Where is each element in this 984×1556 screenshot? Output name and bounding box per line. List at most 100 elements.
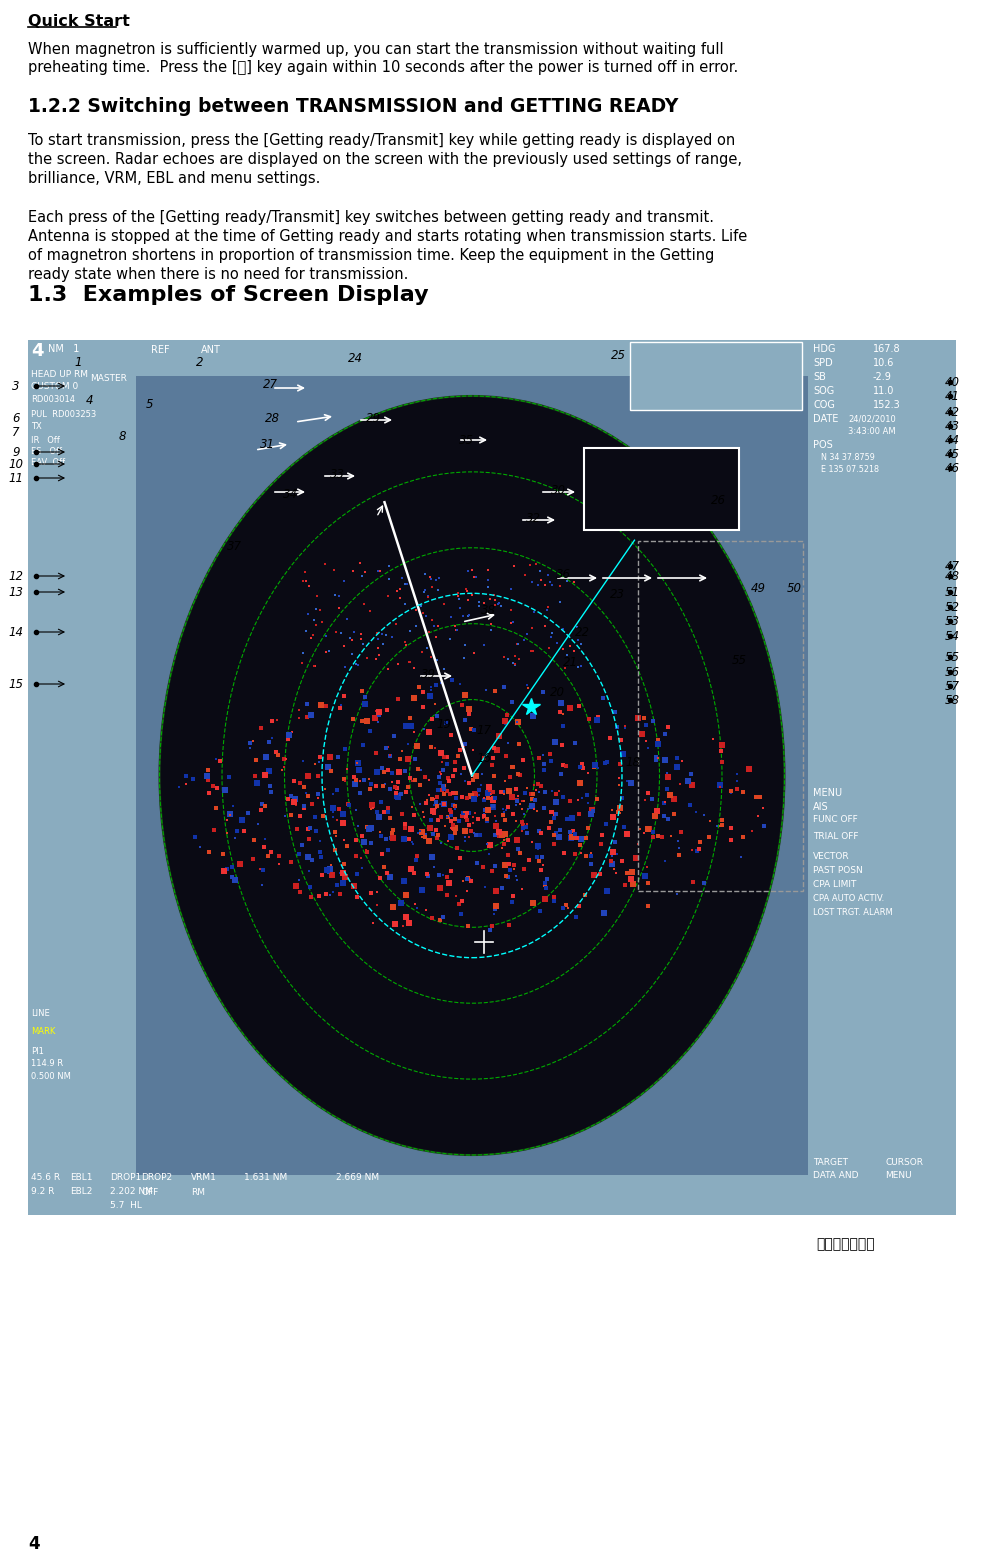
- Text: DROP1: DROP1: [110, 1173, 142, 1183]
- Text: 105.0  R: 105.0 R: [588, 493, 635, 503]
- Text: 38: 38: [480, 604, 496, 616]
- Text: SEA MAN        30: SEA MAN 30: [633, 358, 708, 367]
- Text: ANT: ANT: [201, 345, 220, 355]
- Text: MASTER: MASTER: [90, 373, 127, 383]
- Bar: [136, 341, 808, 377]
- Text: 167.8: 167.8: [873, 344, 900, 355]
- Text: 42: 42: [945, 406, 960, 419]
- Text: 9: 9: [12, 445, 20, 459]
- Text: 2: 2: [196, 355, 204, 369]
- Text: 32: 32: [525, 512, 540, 524]
- Text: 6: 6: [12, 411, 20, 425]
- Ellipse shape: [159, 395, 784, 1155]
- Text: HDG: HDG: [813, 344, 835, 355]
- Text: 52: 52: [945, 601, 960, 613]
- Text: MARK: MARK: [31, 1027, 55, 1036]
- Text: 27: 27: [263, 378, 277, 391]
- Text: 45.6 R: 45.6 R: [31, 1173, 60, 1183]
- Text: 1.631 NM: 1.631 NM: [244, 1173, 287, 1183]
- Text: CPA AUTO ACTIV.: CPA AUTO ACTIV.: [813, 895, 885, 902]
- Text: 11.0: 11.0: [873, 386, 894, 395]
- Text: 44: 44: [945, 434, 960, 447]
- Text: OFF: OFF: [141, 1187, 158, 1197]
- Text: 20: 20: [549, 686, 565, 699]
- Text: EBL1: EBL1: [70, 1173, 92, 1183]
- Text: DATE: DATE: [813, 414, 838, 423]
- Text: 情報表示エリア: 情報表示エリア: [816, 1237, 875, 1251]
- Text: 43: 43: [945, 420, 960, 433]
- Text: 39: 39: [420, 668, 436, 680]
- Text: 114.9 R: 114.9 R: [31, 1060, 63, 1067]
- Text: 4: 4: [28, 1536, 39, 1553]
- Text: PAST POSN: PAST POSN: [813, 867, 863, 874]
- Text: 4: 4: [31, 342, 43, 359]
- Text: When magnetron is sufficiently warmed up, you can start the transmission without: When magnetron is sufficiently warmed up…: [28, 42, 723, 58]
- Text: DROP2: DROP2: [141, 1173, 172, 1183]
- Text: LINE: LINE: [31, 1008, 50, 1018]
- Text: PI1: PI1: [31, 1047, 44, 1057]
- Text: 3: 3: [12, 380, 20, 392]
- Text: 49: 49: [751, 582, 766, 594]
- Text: 36: 36: [556, 568, 571, 580]
- Text: EBL2: EBL2: [70, 1187, 92, 1197]
- Text: 50: 50: [786, 582, 802, 594]
- Text: IR   Off: IR Off: [31, 436, 60, 445]
- Text: 10: 10: [9, 457, 24, 470]
- Bar: [28, 341, 956, 1215]
- Text: Each press of the [Getting ready/Transmit] key switches between getting ready an: Each press of the [Getting ready/Transmi…: [28, 210, 714, 226]
- Text: MENU: MENU: [813, 787, 842, 798]
- Text: COG: COG: [813, 400, 834, 409]
- Text: SB: SB: [813, 372, 826, 383]
- Text: 37: 37: [226, 540, 241, 552]
- Text: 28: 28: [265, 411, 279, 425]
- Text: Quick Start: Quick Start: [28, 14, 130, 30]
- Text: 15: 15: [9, 677, 24, 691]
- Text: 1.3  Examples of Screen Display: 1.3 Examples of Screen Display: [28, 285, 429, 305]
- Text: 34: 34: [282, 487, 297, 501]
- Text: NM   1: NM 1: [48, 344, 80, 355]
- Text: HEAD UP RM: HEAD UP RM: [31, 370, 88, 380]
- Text: 30: 30: [550, 484, 566, 496]
- Text: the screen. Radar echoes are displayed on the screen with the previously used se: the screen. Radar echoes are displayed o…: [28, 152, 742, 166]
- Text: ready state when there is no need for transmission.: ready state when there is no need for tr…: [28, 268, 408, 282]
- Text: POS: POS: [813, 440, 832, 450]
- Text: 35: 35: [459, 434, 473, 447]
- Text: FUNC OFF: FUNC OFF: [813, 815, 858, 825]
- Text: 53: 53: [945, 615, 960, 627]
- Text: TARGET: TARGET: [813, 1158, 848, 1167]
- Text: 45: 45: [945, 448, 960, 461]
- Text: 19: 19: [437, 717, 452, 730]
- Text: TRIAL OFF: TRIAL OFF: [813, 832, 858, 840]
- Text: 55: 55: [731, 654, 747, 666]
- Text: 58: 58: [945, 694, 960, 706]
- Text: TTIG  14'45": TTIG 14'45": [588, 507, 644, 517]
- Text: 26: 26: [710, 493, 725, 507]
- Text: 23: 23: [609, 588, 625, 601]
- Text: 56: 56: [945, 666, 960, 678]
- Bar: [28, 341, 136, 1215]
- Text: 5: 5: [147, 397, 154, 411]
- Text: RM: RM: [191, 1187, 205, 1197]
- Text: REF: REF: [151, 345, 169, 355]
- Text: 29: 29: [365, 411, 381, 425]
- Text: GAIN MAN       80: GAIN MAN 80: [633, 345, 710, 355]
- Text: MENU: MENU: [885, 1172, 911, 1179]
- Text: VRM1: VRM1: [191, 1173, 216, 1183]
- Text: 40: 40: [945, 375, 960, 389]
- Text: SPD: SPD: [813, 358, 832, 369]
- Text: E 135 07.5218: E 135 07.5218: [821, 465, 879, 475]
- Text: 13: 13: [9, 585, 24, 599]
- Text: 9.2 R: 9.2 R: [31, 1187, 54, 1197]
- Text: SOG: SOG: [813, 386, 834, 395]
- Text: RD003014: RD003014: [31, 395, 75, 405]
- Text: PUL  RD003253: PUL RD003253: [31, 409, 96, 419]
- Bar: [28, 1175, 956, 1215]
- Text: E 135 04.0190: E 135 04.0190: [588, 465, 654, 475]
- Text: 51: 51: [945, 585, 960, 599]
- Text: N 34 37.9728: N 34 37.9728: [588, 453, 649, 462]
- Text: 5.7  HL: 5.7 HL: [110, 1201, 142, 1211]
- Text: TUNE AUTO: TUNE AUTO: [633, 383, 685, 391]
- Text: LOST TRGT. ALARM: LOST TRGT. ALARM: [813, 909, 892, 916]
- Text: TX: TX: [31, 422, 41, 431]
- Text: 2.202 NM: 2.202 NM: [110, 1187, 153, 1197]
